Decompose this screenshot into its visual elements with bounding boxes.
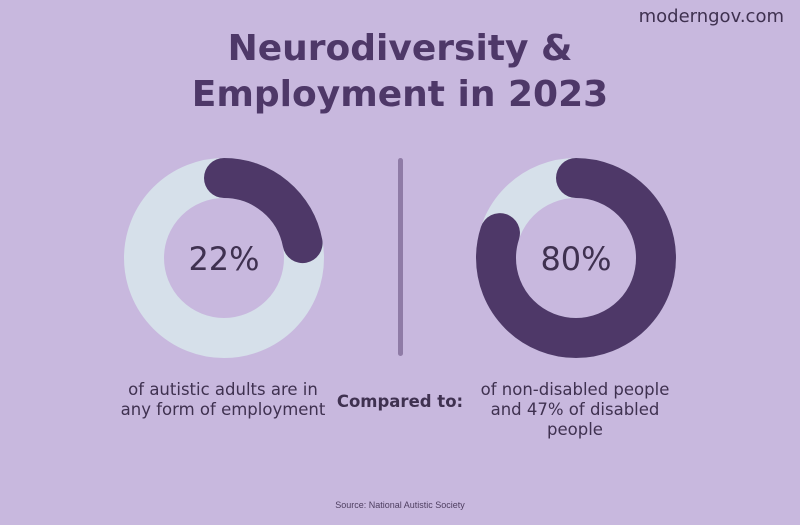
donut-value-arc <box>476 158 676 358</box>
donut-chart-non-disabled: 80% <box>476 158 676 358</box>
title-line-2: Employment in 2023 <box>191 74 609 115</box>
donut-percent-label: 80% <box>540 240 611 278</box>
caption-non-disabled: of non-disabled people and 47% of disabl… <box>480 380 670 439</box>
caption-autistic-adults: of autistic adults are in any form of em… <box>120 380 326 419</box>
donut-percent-label: 22% <box>188 240 259 278</box>
title-line-1: Neurodiversity & <box>227 28 573 69</box>
donut-chart-autistic-adults: 22% <box>124 158 324 358</box>
divider <box>398 158 403 356</box>
compared-to-label: Compared to: <box>336 392 464 411</box>
donut-value-arc <box>124 158 324 358</box>
brand-label: moderngov.com <box>638 6 784 27</box>
page-title: Neurodiversity & Employment in 2023 <box>0 26 800 118</box>
source-note: Source: National Autistic Society <box>335 500 465 510</box>
